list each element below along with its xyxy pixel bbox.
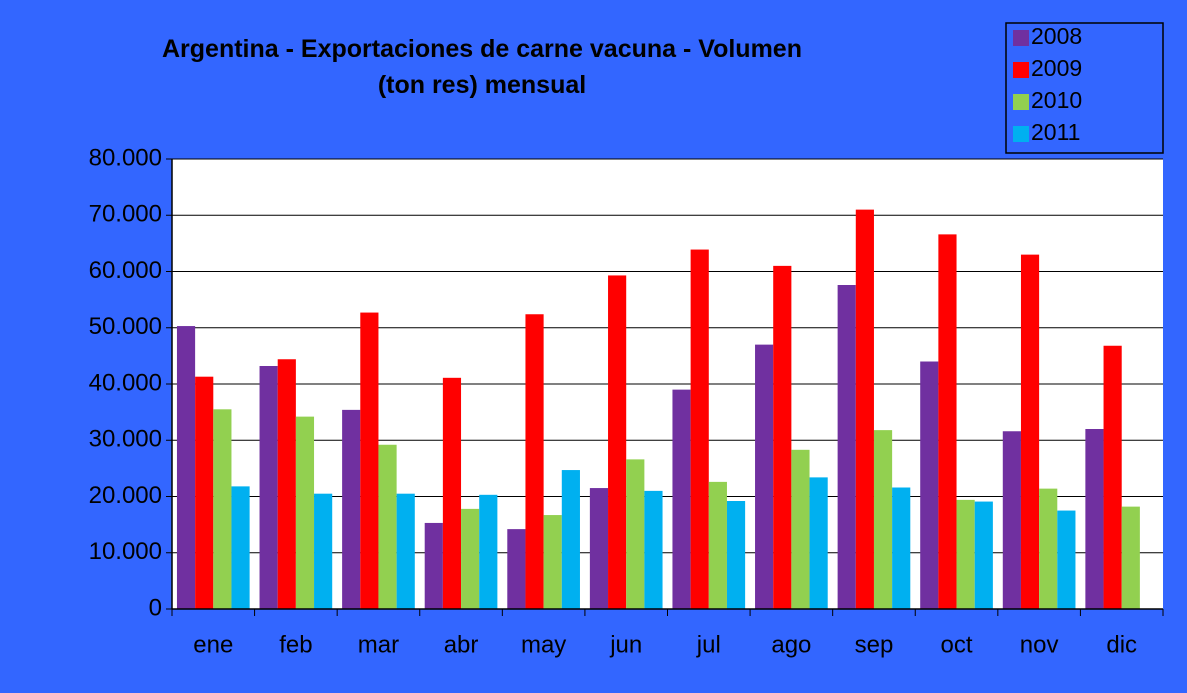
bar (424, 522, 443, 609)
bar (396, 493, 415, 609)
y-tick-label: 50.000 (89, 313, 162, 340)
bar (295, 416, 315, 609)
x-tick-label: mar (358, 631, 399, 658)
bar (1121, 506, 1140, 609)
bar (608, 275, 627, 609)
bar (773, 265, 792, 609)
bar (479, 494, 498, 609)
bar (360, 312, 379, 609)
x-tick-label: dic (1106, 631, 1137, 658)
bar (974, 501, 993, 609)
bar (231, 486, 250, 609)
bar (314, 493, 333, 609)
x-tick-label: may (521, 631, 566, 658)
bar (378, 444, 397, 609)
y-tick-label: 0 (149, 594, 162, 621)
x-tick-label: oct (941, 631, 973, 658)
bar (1103, 345, 1122, 609)
bar (259, 366, 278, 609)
bar (809, 477, 828, 609)
legend-swatch (1013, 94, 1029, 110)
bar (708, 481, 727, 609)
bar (1020, 254, 1040, 609)
x-tick-label: abr (444, 631, 479, 658)
bar (956, 499, 975, 609)
bar (855, 209, 874, 609)
x-tick-label: jun (609, 631, 642, 658)
legend-label: 2009 (1031, 55, 1082, 81)
bar (1039, 488, 1058, 609)
y-tick-label: 20.000 (89, 482, 162, 509)
bar (672, 389, 691, 609)
y-tick-label: 80.000 (89, 144, 162, 171)
bar (507, 529, 526, 609)
bar (277, 359, 296, 609)
bar (543, 515, 562, 609)
y-tick-label: 10.000 (89, 538, 162, 565)
bar (525, 314, 544, 609)
x-tick-label: nov (1020, 631, 1059, 658)
bar (1002, 431, 1021, 609)
legend-box (1005, 22, 1164, 154)
bar (920, 361, 939, 609)
bar (1085, 429, 1104, 609)
x-tick-label: ago (771, 631, 811, 658)
bar (892, 487, 911, 609)
bar (726, 501, 746, 609)
bar (938, 234, 957, 609)
bar (644, 490, 663, 609)
legend-label: 2010 (1031, 87, 1082, 113)
legend-label: 2011 (1031, 119, 1080, 145)
y-tick-label: 30.000 (89, 426, 162, 453)
y-tick-label: 60.000 (89, 257, 162, 284)
legend-label: 2008 (1031, 23, 1082, 49)
bar (561, 470, 580, 609)
bar (626, 459, 645, 609)
bar (176, 326, 196, 609)
bar (873, 430, 893, 609)
x-tick-label: ene (193, 631, 233, 658)
chart-title: Argentina - Exportaciones de carne vacun… (162, 35, 802, 99)
bar (837, 285, 856, 609)
y-tick-label: 40.000 (89, 369, 162, 396)
bar (690, 249, 709, 609)
bar (342, 409, 361, 609)
bar (195, 376, 214, 609)
x-tick-label: jul (696, 631, 721, 658)
y-tick-label: 70.000 (89, 201, 162, 228)
x-tick-label: feb (279, 631, 312, 658)
bar (442, 377, 462, 609)
bar (589, 488, 609, 609)
legend-swatch (1013, 126, 1029, 142)
bar (755, 344, 774, 609)
bar (1057, 510, 1076, 609)
bar (213, 409, 232, 609)
bar (791, 449, 810, 609)
legend-swatch (1013, 62, 1029, 78)
x-tick-label: sep (855, 631, 894, 658)
bar (461, 508, 480, 609)
legend-swatch (1013, 30, 1029, 46)
